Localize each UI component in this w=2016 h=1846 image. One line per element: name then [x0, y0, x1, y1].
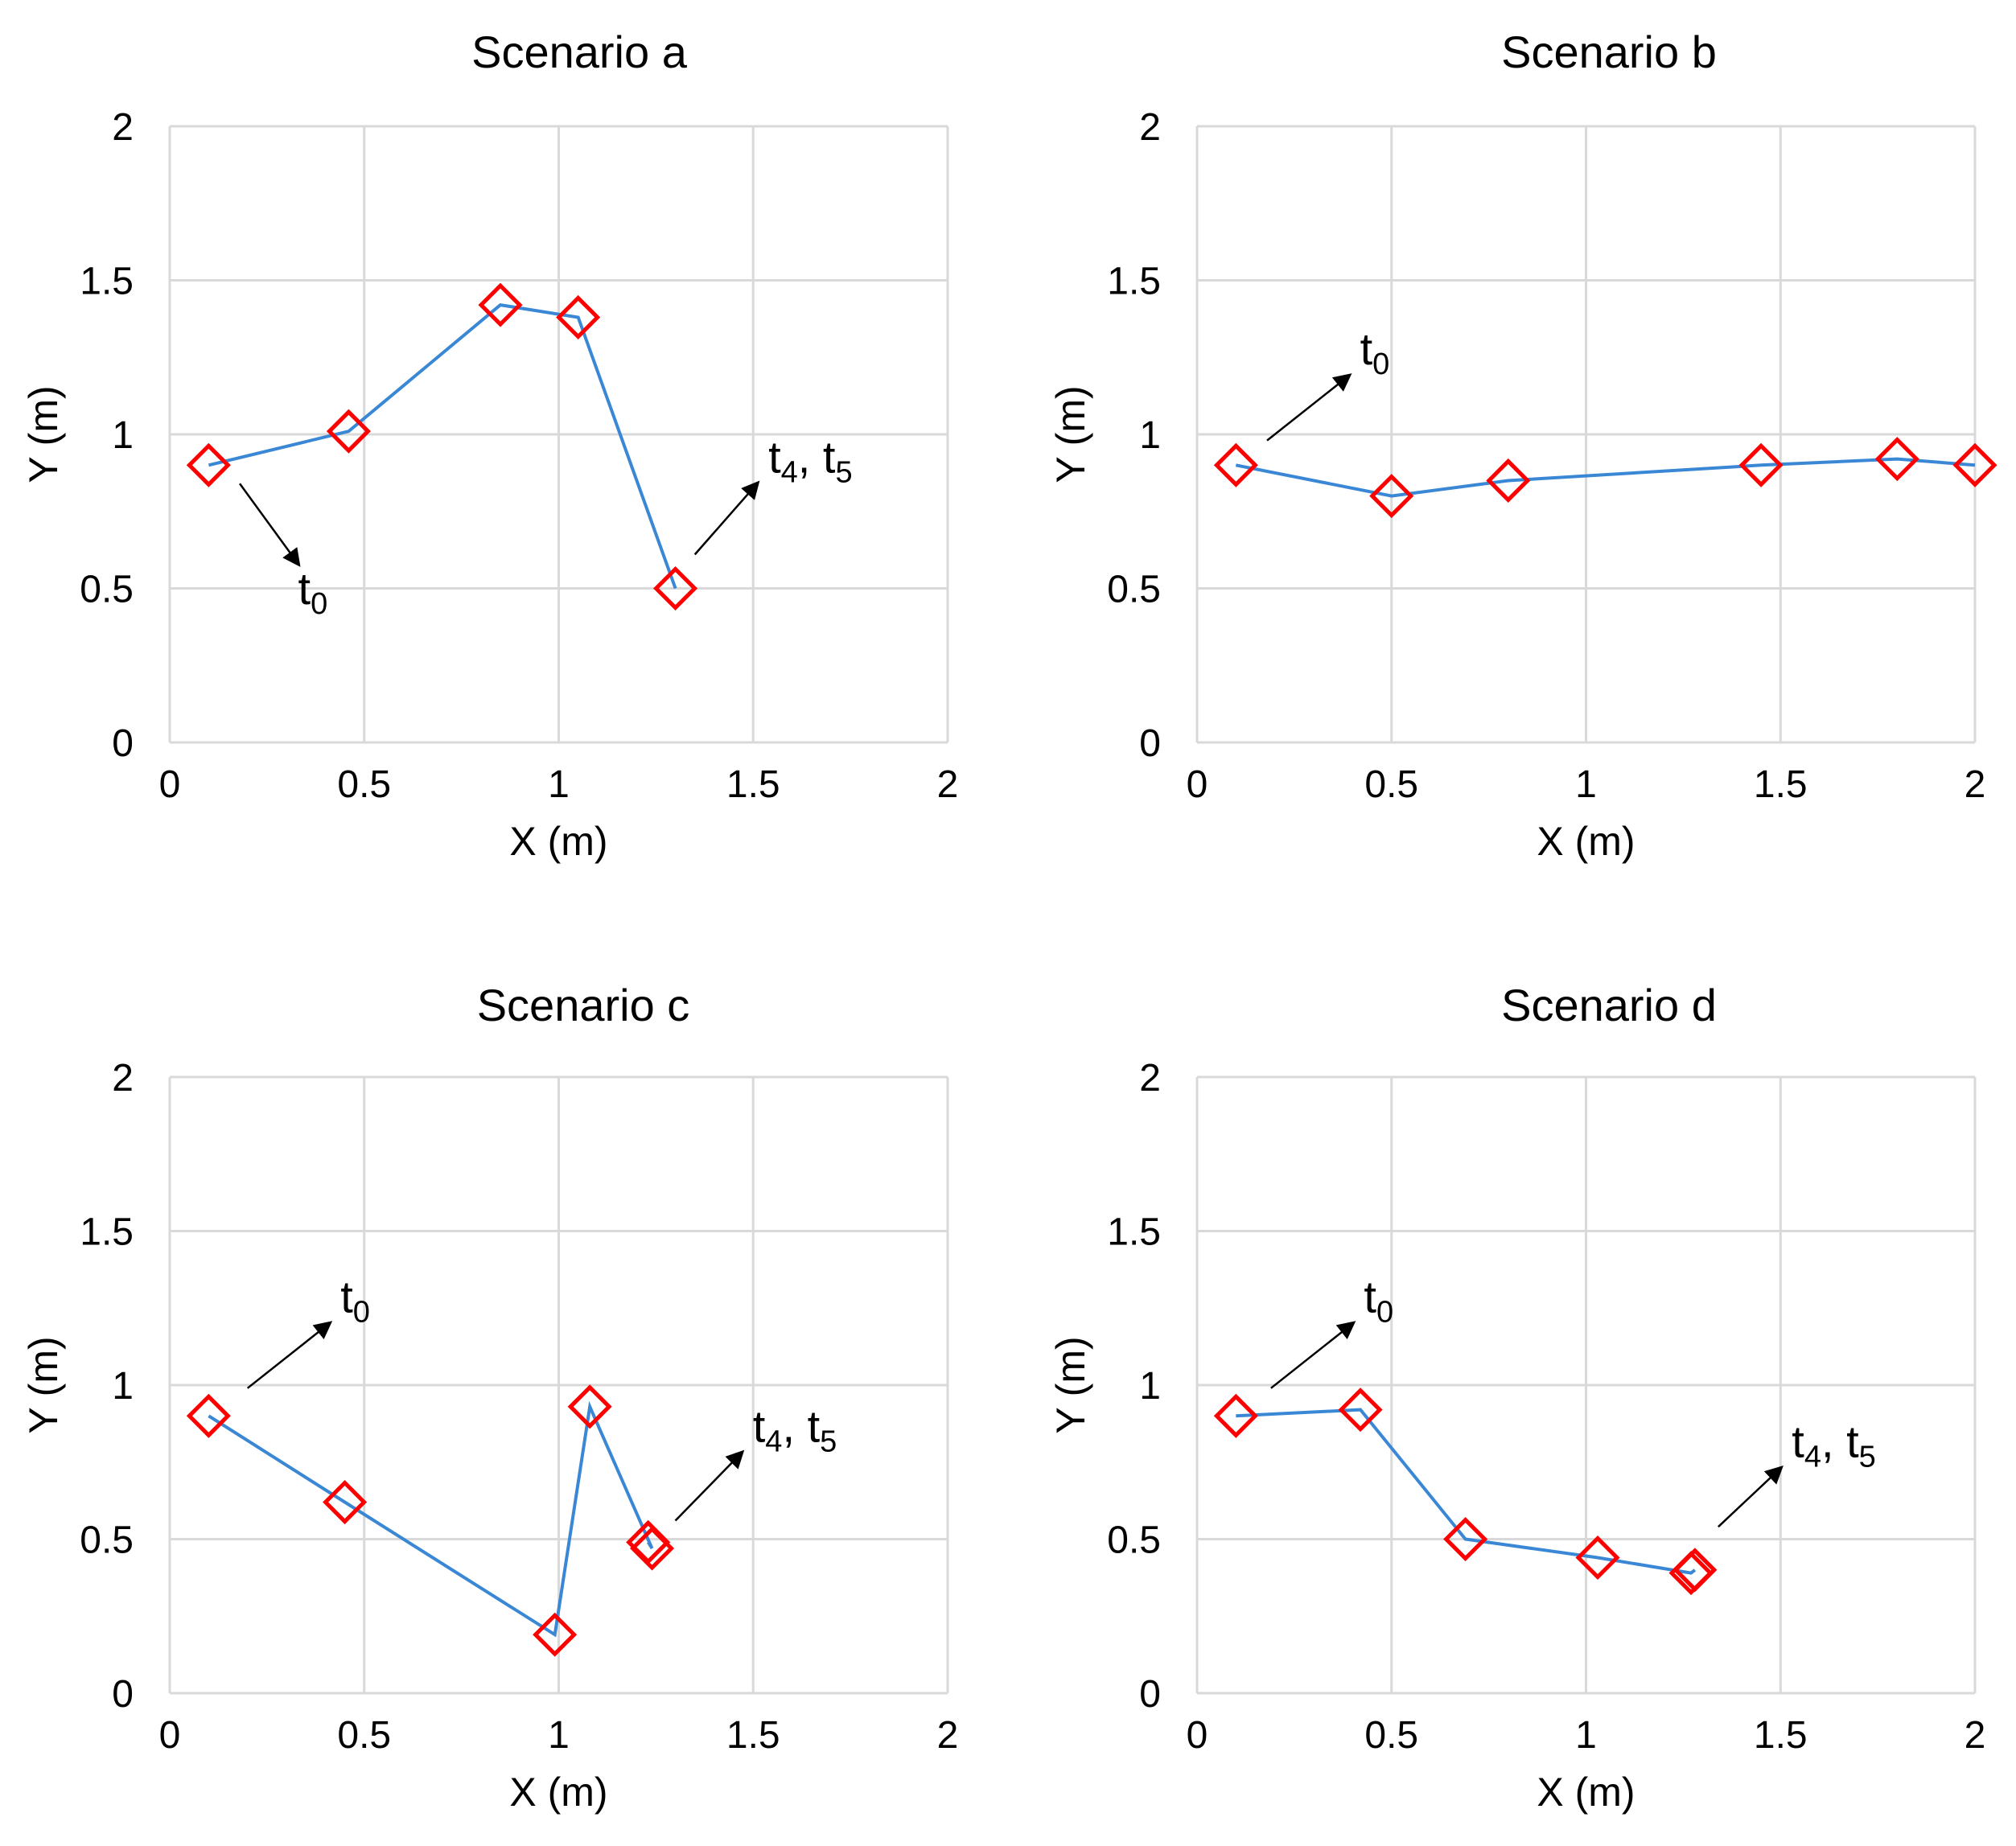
- series-line: [1235, 457, 1976, 498]
- y-tick-label: 2: [112, 106, 134, 149]
- y-tick-label: 1: [1139, 414, 1161, 457]
- annotation-label: t4, t5: [1792, 1416, 1876, 1474]
- data-point-marker: [1672, 1548, 1718, 1593]
- y-tick-label: 0: [1139, 722, 1161, 765]
- y-tick-label: 1: [112, 414, 134, 457]
- annotation-label: t0: [1360, 323, 1390, 381]
- y-tick-label: 1.5: [80, 1211, 134, 1254]
- data-point-marker: [1213, 1393, 1258, 1438]
- annotation-label: t0: [340, 1271, 370, 1329]
- y-tick-label: 0: [112, 722, 134, 765]
- x-tick-label: 0: [159, 763, 181, 806]
- annotation-arrow: [674, 1449, 745, 1522]
- series-line: [1236, 1408, 1697, 1575]
- series-line: [208, 1400, 654, 1638]
- data-point-marker: [323, 1480, 368, 1525]
- data-point-marker: [186, 442, 231, 487]
- x-axis-label: X (m): [509, 1770, 607, 1815]
- x-tick-label: 0.5: [1364, 1714, 1418, 1757]
- y-tick-label: 0.5: [1107, 1519, 1161, 1562]
- y-axis-label: Y (m): [21, 1336, 66, 1433]
- x-tick-label: 0: [1187, 1714, 1208, 1757]
- data-point-marker: [567, 1384, 612, 1429]
- y-tick-label: 0: [112, 1673, 134, 1716]
- annotation-arrow: [693, 480, 760, 556]
- annotation-label: t0: [1364, 1271, 1393, 1329]
- annotation-arrow: [1718, 1465, 1784, 1528]
- chart-title: Scenario c: [477, 980, 690, 1030]
- y-tick-label: 1.5: [1107, 1211, 1161, 1254]
- x-tick-label: 1: [1575, 1714, 1597, 1757]
- data-point-marker: [556, 294, 601, 339]
- y-axis-label: Y (m): [1048, 385, 1093, 483]
- y-tick-label: 0.5: [80, 1519, 134, 1562]
- x-tick-label: 1.5: [726, 1714, 780, 1757]
- data-point-marker: [1874, 437, 1919, 482]
- x-tick-label: 1: [548, 763, 570, 806]
- x-tick-label: 1.5: [1754, 1714, 1808, 1757]
- annotation-arrow: [239, 483, 301, 567]
- data-point-marker: [1575, 1535, 1620, 1581]
- chart-panel-2: Scenario b 0 0.5 1 1.5 2 0 0.5 1 1.5 2 X (m) Y (m) t0: [1048, 27, 1997, 864]
- data-point-marker: [1338, 1388, 1383, 1433]
- y-tick-label: 0: [1139, 1673, 1161, 1716]
- y-axis-label: Y (m): [21, 385, 66, 483]
- data-point-marker: [653, 565, 698, 611]
- y-tick-label: 0.5: [1107, 569, 1161, 611]
- chart-panel-3: Scenario c 0 0.5 1 1.5 2 0 0.5 1 1.5 2 X (m) Y (m) t0…: [21, 980, 958, 1815]
- x-tick-label: 0.5: [337, 1714, 391, 1757]
- annotation-arrow: [1270, 1321, 1356, 1389]
- data-point-marker: [1369, 474, 1414, 519]
- x-tick-label: 0.5: [1364, 763, 1418, 806]
- y-axis-label: Y (m): [1048, 1336, 1093, 1433]
- y-tick-label: 2: [1139, 106, 1161, 149]
- data-point-marker: [626, 1519, 671, 1564]
- data-point-marker: [1738, 442, 1784, 487]
- x-axis-label: X (m): [509, 819, 607, 864]
- x-tick-label: 1: [1575, 763, 1597, 806]
- x-tick-label: 0: [1187, 763, 1208, 806]
- chart-panel-1: Scenario a 0 0.5 1 1.5 2 0 0.5 1 1.5 2 X (m) Y (m) t0…: [21, 27, 958, 864]
- y-tick-label: 1: [112, 1365, 134, 1408]
- chart-title: Scenario a: [471, 27, 688, 77]
- y-tick-label: 2: [112, 1057, 134, 1100]
- y-tick-label: 1: [1139, 1365, 1161, 1408]
- data-point-marker: [186, 1393, 231, 1438]
- chart-title: Scenario d: [1501, 980, 1717, 1030]
- x-tick-label: 2: [937, 1714, 959, 1757]
- annotation-label: t0: [298, 563, 328, 621]
- y-tick-label: 1.5: [1107, 261, 1161, 303]
- data-point-marker: [1213, 442, 1258, 487]
- data-point-marker: [478, 282, 523, 327]
- annotation-arrow: [246, 1321, 333, 1389]
- x-tick-label: 1.5: [1754, 763, 1808, 806]
- x-tick-label: 0: [159, 1714, 181, 1757]
- chart-panel-4: Scenario d 0 0.5 1 1.5 2 0 0.5 1 1.5 2 X (m) Y (m) t0…: [1048, 980, 1985, 1815]
- x-axis-label: X (m): [1537, 1770, 1635, 1815]
- x-tick-label: 1: [548, 1714, 570, 1757]
- y-tick-label: 1.5: [80, 261, 134, 303]
- x-tick-label: 2: [1965, 763, 1986, 806]
- x-tick-label: 2: [1965, 1714, 1986, 1757]
- annotation-label: t4, t5: [768, 431, 853, 489]
- data-point-marker: [1486, 458, 1531, 503]
- x-tick-label: 0.5: [337, 763, 391, 806]
- y-tick-label: 0.5: [80, 569, 134, 611]
- data-point-marker: [533, 1612, 578, 1657]
- y-tick-label: 2: [1139, 1057, 1161, 1100]
- series-line: [208, 302, 677, 590]
- x-tick-label: 1.5: [726, 763, 780, 806]
- data-point-marker: [1952, 442, 1997, 487]
- data-point-marker: [326, 409, 371, 454]
- x-axis-label: X (m): [1537, 819, 1635, 864]
- annotation-label: t4, t5: [753, 1400, 837, 1458]
- x-tick-label: 2: [937, 763, 959, 806]
- chart-title: Scenario b: [1501, 27, 1717, 77]
- annotation-arrow: [1266, 373, 1352, 442]
- data-point-marker: [1443, 1516, 1488, 1562]
